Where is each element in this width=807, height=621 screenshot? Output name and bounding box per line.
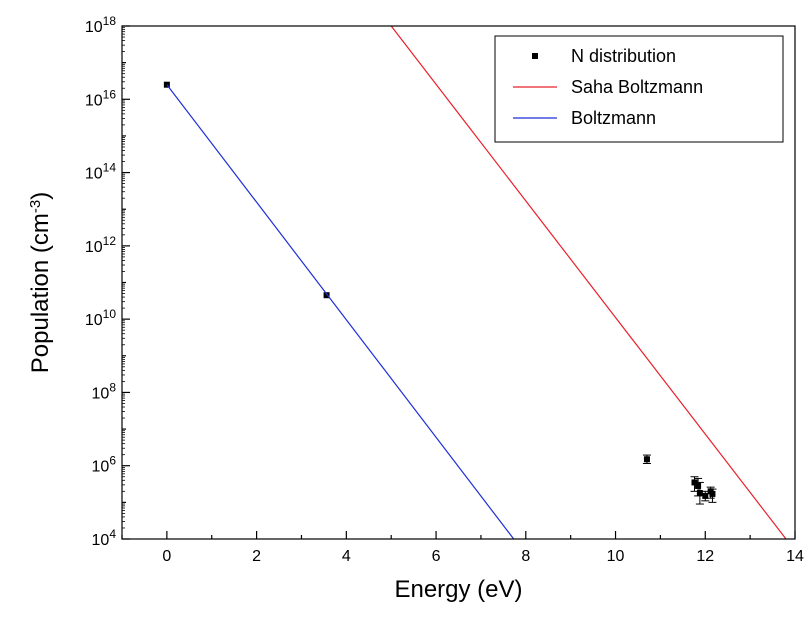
x-axis-label: Energy (eV) — [394, 576, 522, 603]
y-tick-label: 106 — [92, 454, 117, 476]
x-tick-label: 0 — [162, 548, 171, 565]
y-tick-label: 104 — [92, 527, 117, 549]
y-tick-label: 1014 — [85, 161, 116, 183]
data-point — [323, 292, 330, 299]
y-axis-label-tail: ) — [27, 192, 54, 200]
y-tick-label: 1016 — [85, 87, 116, 109]
x-tick-label: 8 — [521, 548, 530, 565]
y-tick-labels: 104 106 108 1010 1012 1014 1016 1018 — [85, 14, 116, 549]
x-tick-label: 12 — [696, 548, 714, 565]
data-point — [702, 492, 709, 499]
legend-label: N distribution — [571, 46, 676, 66]
y-tick-label: 1010 — [85, 307, 116, 329]
y-axis-label-base: Population (cm — [27, 213, 54, 373]
x-tick-label: 6 — [432, 548, 441, 565]
series-line-boltzmann — [166, 84, 515, 540]
y-tick-label: 1018 — [85, 14, 116, 36]
series-line-saha-boltzmann — [390, 25, 787, 540]
legend: N distribution Saha Boltzmann Boltzmann — [494, 35, 784, 143]
legend-label: Saha Boltzmann — [571, 77, 703, 97]
x-tick-label: 4 — [342, 548, 351, 565]
legend-box — [494, 35, 784, 143]
legend-label: Boltzmann — [571, 108, 656, 128]
plot-series — [163, 25, 787, 540]
plot-frame — [121, 25, 796, 540]
legend-swatch — [532, 53, 538, 59]
y-tick-label: 108 — [92, 380, 117, 402]
y-axis-label: Population (cm-3) — [27, 192, 55, 373]
y-tick-label: 1012 — [85, 234, 116, 256]
x-tick-label: 10 — [607, 548, 625, 565]
data-point — [163, 81, 170, 88]
y-axis-label-superscript: -3 — [27, 200, 44, 213]
data-point — [696, 490, 703, 497]
x-tick-label: 2 — [252, 548, 261, 565]
data-point — [643, 456, 650, 463]
data-point — [709, 490, 716, 497]
x-tick-label: 14 — [786, 548, 804, 565]
data-point — [695, 482, 702, 489]
data-point — [691, 479, 698, 486]
x-tick-labels: 0 2 4 6 8 10 12 14 — [162, 548, 804, 565]
